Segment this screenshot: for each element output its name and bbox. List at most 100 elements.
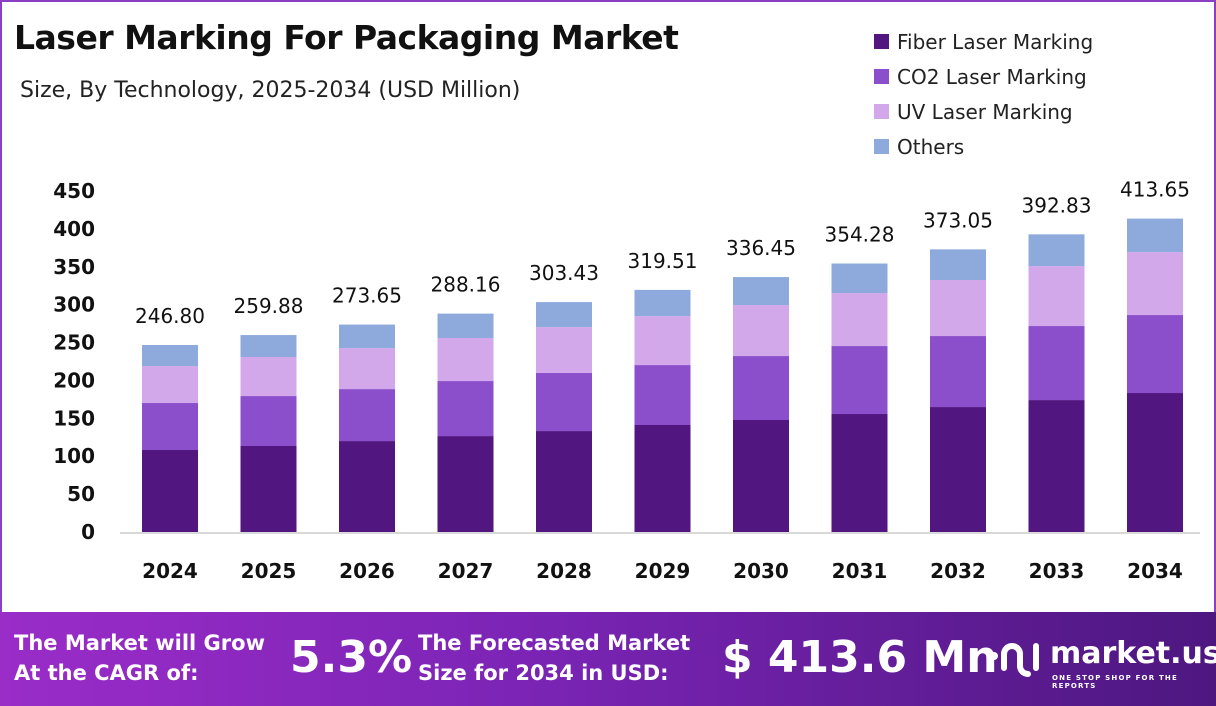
x-tick-label: 2028 [536, 559, 592, 583]
forecast-label-line1: The Forecasted Market [418, 631, 691, 655]
bar-segment-fiber-laser-marking [240, 445, 297, 532]
legend-item-uv: UV Laser Marking [874, 94, 1093, 129]
bar-segment-uv-laser-marking [930, 280, 986, 337]
total-data-label: 273.65 [332, 284, 402, 308]
y-tick-label: 300 [53, 293, 95, 317]
bar-segment-uv-laser-marking [1127, 252, 1183, 316]
bar-segment-co2-laser-marking [831, 346, 888, 415]
y-tick-label: 200 [53, 368, 95, 392]
bar-segment-others [536, 302, 592, 328]
bar-segment-fiber-laser-marking [733, 420, 789, 532]
x-tick-label: 2025 [241, 559, 297, 583]
y-tick-label: 50 [67, 482, 95, 506]
cagr-label-line1: The Market will Grow [14, 631, 265, 655]
legend-item-others: Others [874, 129, 1093, 164]
bar-segment-co2-laser-marking [240, 396, 297, 446]
bar-segment-fiber-laser-marking [536, 431, 592, 532]
total-data-label: 392.83 [1022, 193, 1092, 217]
legend: Fiber Laser Marking CO2 Laser Marking UV… [874, 24, 1093, 164]
x-tick-label: 2024 [142, 559, 198, 583]
cagr-label-line2: At the CAGR of: [14, 661, 199, 685]
bar-segment-uv-laser-marking [634, 316, 691, 366]
bar-segment-fiber-laser-marking [1028, 400, 1085, 532]
bar-segment-uv-laser-marking [339, 348, 395, 390]
bar-segment-others [339, 324, 395, 349]
bar-segment-fiber-laser-marking [831, 414, 888, 532]
x-tick-label: 2026 [339, 559, 395, 583]
total-data-label: 373.05 [923, 208, 993, 232]
bar-segment-fiber-laser-marking [634, 425, 691, 532]
bar-segment-co2-laser-marking [339, 389, 395, 442]
bar-segment-fiber-laser-marking [930, 407, 986, 532]
bar-segment-uv-laser-marking [536, 327, 592, 374]
bar-segment-co2-laser-marking [930, 336, 986, 408]
bar-segment-co2-laser-marking [437, 381, 494, 437]
x-tick-label: 2029 [635, 559, 691, 583]
bar-segment-fiber-laser-marking [1127, 393, 1183, 532]
bar-segment-co2-laser-marking [536, 373, 592, 432]
stacked-bar-chart: 0 50 100 150 200 250 300 350 400 450 246.80 2024 259… [53, 178, 1200, 583]
legend-swatch [874, 34, 889, 49]
bar-segment-others [831, 263, 888, 294]
bar-segment-others [733, 277, 789, 306]
total-data-label: 336.45 [726, 236, 796, 260]
y-tick-label: 100 [53, 444, 95, 468]
market-us-logo-icon [990, 643, 1039, 677]
x-tick-label: 2032 [930, 559, 986, 583]
bar-segment-co2-laser-marking [142, 403, 198, 451]
y-tick-label: 400 [53, 217, 95, 241]
legend-item-fiber: Fiber Laser Marking [874, 24, 1093, 59]
legend-label: Others [897, 134, 965, 159]
y-tick-label: 350 [53, 255, 95, 279]
bar-segment-others [1127, 218, 1183, 253]
chart-subtitle: Size, By Technology, 2025-2034 (USD Mill… [20, 78, 521, 103]
legend-swatch [874, 69, 889, 84]
bar-segment-others [634, 289, 691, 317]
legend-label: Fiber Laser Marking [897, 29, 1094, 54]
total-data-label: 413.65 [1120, 178, 1190, 202]
bar-segment-others [437, 313, 494, 339]
logo-tagline: ONE STOP SHOP FOR THE REPORTS [1052, 674, 1178, 690]
x-tick-label: 2031 [832, 559, 888, 583]
y-tick-label: 250 [53, 331, 95, 355]
bar-segment-uv-laser-marking [831, 293, 888, 347]
forecast-label: The Forecasted Market Size for 2034 in U… [418, 628, 690, 688]
y-tick-label: 450 [53, 179, 95, 203]
total-data-label: 259.88 [234, 294, 304, 318]
bar-segment-co2-laser-marking [1127, 315, 1183, 394]
legend-swatch [874, 139, 889, 154]
bar-segment-fiber-laser-marking [437, 436, 494, 532]
logo-name: market.us [1050, 636, 1216, 671]
bar-segment-uv-laser-marking [733, 305, 789, 357]
legend-swatch [874, 104, 889, 119]
x-tick-label: 2034 [1127, 559, 1183, 583]
x-tick-label: 2027 [438, 559, 494, 583]
bar-segment-others [930, 249, 986, 281]
x-tick-label: 2030 [733, 559, 789, 583]
bar-segment-others [1028, 234, 1085, 267]
cagr-label: The Market will Grow At the CAGR of: [14, 628, 265, 688]
cagr-value: 5.3% [290, 632, 413, 683]
total-data-label: 303.43 [529, 261, 599, 285]
total-data-label: 354.28 [825, 223, 895, 247]
bar-segment-others [240, 335, 297, 358]
total-data-label: 319.51 [628, 249, 698, 273]
bar-segment-others [142, 344, 198, 367]
bar-segment-uv-laser-marking [142, 366, 198, 404]
total-data-label: 288.16 [431, 273, 501, 297]
x-tick-label: 2033 [1029, 559, 1085, 583]
bar-segment-co2-laser-marking [733, 356, 789, 421]
y-tick-label: 0 [81, 520, 95, 544]
footer-banner: The Market will Grow At the CAGR of: 5.3… [0, 612, 1216, 706]
bar-segment-co2-laser-marking [634, 365, 691, 426]
legend-label: UV Laser Marking [897, 99, 1073, 124]
legend-label: CO2 Laser Marking [897, 64, 1087, 89]
bar-segment-uv-laser-marking [437, 338, 494, 382]
bar-segment-fiber-laser-marking [142, 450, 198, 532]
total-data-label: 246.80 [135, 304, 205, 328]
forecast-label-line2: Size for 2034 in USD: [418, 661, 669, 685]
bar-segment-uv-laser-marking [240, 357, 297, 397]
y-tick-label: 150 [53, 406, 95, 430]
bar-segment-uv-laser-marking [1028, 266, 1085, 327]
